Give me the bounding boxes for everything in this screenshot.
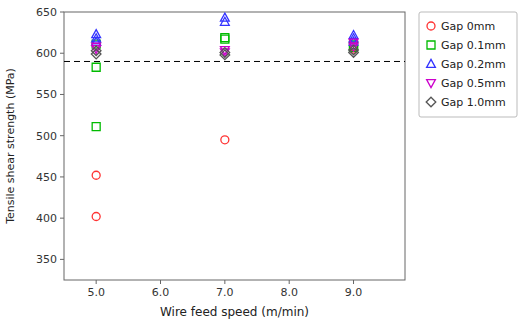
- point: [349, 45, 359, 55]
- y-tick-label: 600: [36, 47, 57, 60]
- x-tick: [224, 280, 225, 284]
- x-tick-label: 8.0: [280, 286, 298, 299]
- y-tick: [60, 53, 64, 54]
- y-tick-label: 450: [36, 171, 57, 184]
- plot-frame: [64, 12, 405, 280]
- y-tick-label: 650: [36, 6, 57, 19]
- chart: 350 400 450 500 550 600 650 5.0 6.0 7.0 8.0 9.0 Wire…: [0, 0, 525, 327]
- x-tick-label: 6.0: [152, 286, 170, 299]
- x-axis-label: Wire feed speed (m/min): [160, 305, 309, 319]
- x-tick: [160, 280, 161, 284]
- y-tick: [60, 218, 64, 219]
- legend-marker: [427, 59, 436, 67]
- series: [91, 45, 358, 60]
- legend-label: Gap 0.2mm: [441, 58, 506, 71]
- legend: Gap 0mm Gap 0.1mm Gap 0.2mm Gap 0.5mm Gap 1.…: [419, 12, 517, 117]
- legend-label: Gap 0.5mm: [441, 77, 506, 90]
- legend-box: [419, 12, 517, 117]
- x-tick: [289, 280, 290, 284]
- point: [221, 136, 229, 144]
- point: [91, 49, 101, 59]
- legend-label: Gap 0mm: [441, 20, 495, 33]
- x-tick-label: 5.0: [87, 286, 105, 299]
- y-tick-label: 350: [36, 253, 57, 266]
- y-tick-label: 550: [36, 88, 57, 101]
- legend-marker: [426, 97, 436, 107]
- legend-label: Gap 1.0mm: [441, 96, 506, 109]
- point: [349, 30, 358, 38]
- point: [92, 123, 100, 131]
- point: [92, 37, 101, 45]
- series: [92, 43, 357, 221]
- x-tick: [96, 280, 97, 284]
- series: [92, 34, 357, 131]
- y-tick: [60, 12, 64, 13]
- point: [220, 48, 230, 58]
- legend-marker: [427, 41, 435, 49]
- point: [92, 213, 100, 221]
- x-tick-label: 9.0: [345, 286, 363, 299]
- plot-area: [64, 13, 405, 220]
- y-tick: [60, 176, 64, 177]
- legend-marker: [427, 80, 436, 88]
- y-tick: [60, 259, 64, 260]
- y-tick: [60, 94, 64, 95]
- point: [92, 63, 100, 71]
- reference-line: [64, 61, 405, 62]
- point: [220, 13, 229, 21]
- legend-label: Gap 0.1mm: [441, 39, 506, 52]
- y-tick: [60, 135, 64, 136]
- series: [92, 39, 358, 57]
- y-tick-label: 400: [36, 212, 57, 225]
- y-tick-label: 500: [36, 130, 57, 143]
- point: [221, 34, 229, 42]
- x-tick: [353, 280, 354, 284]
- axes: 350 400 450 500 550 600 650 5.0 6.0 7.0 8.0 9.0: [36, 6, 405, 299]
- y-axis-label: Tensile shear strength (MPa): [4, 68, 17, 225]
- series: [92, 13, 358, 45]
- legend-marker: [427, 22, 435, 30]
- point: [92, 171, 100, 179]
- point: [91, 46, 101, 56]
- x-tick-label: 7.0: [216, 286, 234, 299]
